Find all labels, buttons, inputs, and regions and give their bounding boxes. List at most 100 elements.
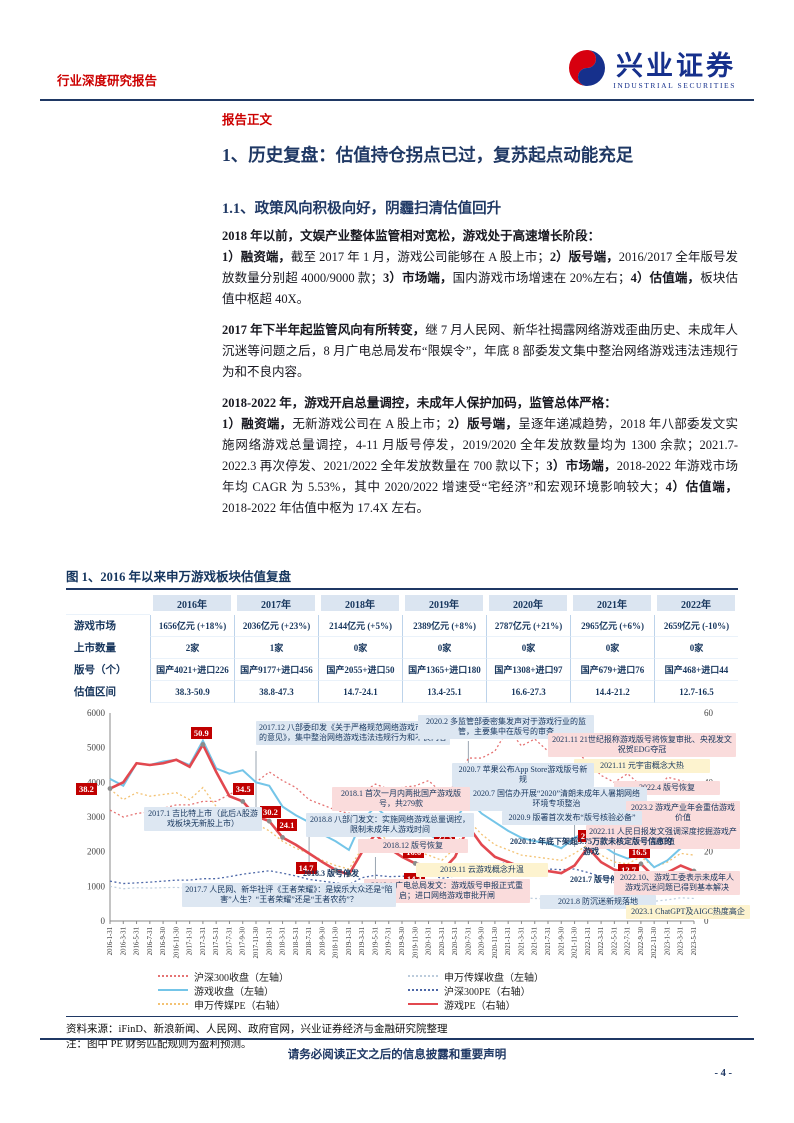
svg-text:2021-1-31: 2021-1-31 — [505, 927, 512, 955]
table-cell: 0家 — [318, 637, 402, 659]
legend-line-swatch — [158, 975, 188, 977]
legend-line-swatch — [158, 1003, 188, 1005]
table-year-header: 2016年 — [153, 595, 231, 611]
body-paragraphs: 2018 年以前，文娱产业整体监管相对宽松，游戏处于高速增长阶段： 1）融资端，截… — [222, 226, 738, 529]
svg-text:2017-5-31: 2017-5-31 — [213, 927, 220, 955]
legend-label: 申万传媒PE（右轴） — [194, 1000, 286, 1012]
brand-name-cn: 兴业证券 — [616, 51, 736, 81]
table-cell: 2家 — [150, 637, 234, 659]
svg-text:2020-5-31: 2020-5-31 — [452, 927, 459, 955]
legend-line-swatch — [158, 989, 188, 991]
table-cell: 2965亿元 (+6%) — [570, 615, 654, 637]
series-申万传媒PE（右轴） — [109, 786, 695, 870]
table-cell: 国产468+进口44 — [654, 659, 738, 681]
svg-text:2018-11-30: 2018-11-30 — [333, 926, 340, 958]
table-cell: 38.3-50.9 — [150, 681, 234, 703]
svg-text:2022-7-31: 2022-7-31 — [625, 927, 632, 955]
valuation-review-chart: 0100020003000400050006000010203040506020… — [66, 707, 750, 965]
chart-annotation: 2020.9 版署首次发布“版号核验必备” — [502, 811, 642, 825]
chart-annotation: 2021.11 元宇宙概念大热 — [574, 759, 710, 773]
chart-annotation: 2018.12 版号恢复 — [358, 839, 468, 853]
table-cell: 1656亿元 (+18%) — [150, 615, 234, 637]
svg-text:2022-3-31: 2022-3-31 — [598, 927, 605, 955]
legend-label: 游戏PE（右轴） — [444, 1000, 516, 1012]
table-cell: 0家 — [402, 637, 486, 659]
legend-item: 沪深300PE（右轴） — [408, 983, 658, 998]
svg-text:2018-7-31: 2018-7-31 — [306, 927, 313, 955]
section-label: 报告正文 — [222, 113, 273, 127]
table-cell: 国产679+进口76 — [570, 659, 654, 681]
svg-text:2019-11-30: 2019-11-30 — [412, 926, 419, 958]
table-cell: 1家 — [234, 637, 318, 659]
chart-annotation: 2020.7 苹果公布App Store游戏版号新规 — [452, 763, 594, 787]
svg-text:2000: 2000 — [87, 847, 106, 857]
svg-text:2018-3-31: 2018-3-31 — [280, 927, 287, 955]
pe-value-label: 30.2 — [260, 806, 281, 819]
table-cell: 国产1365+进口180 — [402, 659, 486, 681]
legend-item: 游戏收盘（左轴） — [158, 983, 408, 998]
chart-annotation: 2018.1 首次一月内两批国产游戏版号，共279款 — [332, 787, 470, 811]
report-type-label: 行业深度研究报告 — [57, 74, 158, 88]
table-cell: 13.4-25.1 — [402, 681, 486, 703]
svg-text:2019-1-31: 2019-1-31 — [346, 927, 353, 955]
paragraph: 2017 年下半年起监管风向有所转变，继 7 月人民网、新华社揭露网络游戏歪曲历… — [222, 323, 738, 379]
svg-text:2020-3-31: 2020-3-31 — [439, 927, 446, 955]
svg-text:2018-9-30: 2018-9-30 — [319, 926, 326, 955]
svg-text:2023-1-31: 2023-1-31 — [664, 927, 671, 955]
svg-text:2019-7-31: 2019-7-31 — [386, 927, 393, 955]
table-cell: 国产4021+进口226 — [150, 659, 234, 681]
svg-text:2016-3-31: 2016-3-31 — [120, 927, 127, 955]
svg-text:2022-1-31: 2022-1-31 — [585, 927, 592, 955]
chart-annotation: 2020.12 年底下架超3.75万款未核定版号信息的游戏 — [510, 837, 672, 856]
svg-text:20: 20 — [704, 847, 714, 857]
table-row-label: 估值区间 — [74, 687, 116, 698]
svg-text:2017-3-31: 2017-3-31 — [200, 927, 207, 955]
svg-text:2021-3-31: 2021-3-31 — [518, 927, 525, 955]
chart-annotation: 2017.1 吉比特上市（此后A股游戏板块无新股上市） — [144, 807, 262, 831]
legend-item: 申万传媒收盘（左轴） — [408, 969, 658, 984]
pe-value-label: 38.2 — [76, 782, 97, 795]
svg-text:2020-1-31: 2020-1-31 — [426, 927, 433, 955]
legend-item: 申万传媒PE（右轴） — [158, 997, 408, 1012]
table-row-label: 上市数量 — [74, 643, 116, 654]
svg-text:1000: 1000 — [87, 881, 106, 891]
chart-annotation: 2017.7 人民网、新华社评《王者荣耀》：是娱乐大众还是“陷害”人生？“王者荣… — [182, 883, 396, 907]
svg-text:2016-1-31: 2016-1-31 — [107, 927, 114, 955]
chart-annotation: 2021.11 21世纪报称游戏版号将恢复审批、央视发文祝贺EDG夺冠 — [548, 733, 736, 757]
svg-text:6000: 6000 — [87, 708, 106, 718]
svg-text:2021-7-31: 2021-7-31 — [545, 927, 552, 955]
chart-annotation: 2017.12 八部委印发《关于严格规范网络游戏市场管理的意见》，集中整治网络游… — [256, 721, 450, 745]
svg-text:2019-3-31: 2019-3-31 — [359, 927, 366, 955]
table-year-header: 2018年 — [321, 595, 399, 611]
source-note: 资料来源：iFinD、新浪新闻、人民网、政府官网，兴业证券经济与金融研究院整理 — [66, 1024, 448, 1035]
table-cell: 14.7-24.1 — [318, 681, 402, 703]
footer-divider — [40, 1038, 754, 1040]
legend-label: 沪深300收盘（左轴） — [194, 972, 289, 984]
svg-text:0: 0 — [704, 916, 709, 926]
disclaimer-text: 请务必阅读正文之后的信息披露和重要声明 — [287, 1049, 507, 1061]
chart-annotation: 2022.10、游戏工委表示未成年人游戏沉迷问题已得到基本解决 — [614, 871, 740, 895]
svg-text:2016-9-30: 2016-9-30 — [160, 926, 167, 955]
svg-text:2017-7-31: 2017-7-31 — [226, 927, 233, 955]
page-number: - 4 - — [714, 1068, 733, 1079]
pe-value-label: 34.5 — [232, 783, 254, 796]
figure-bottom-divider — [66, 1016, 738, 1017]
pe-note: 注：图中 PE 财务匹配规则为盈利预测。 — [66, 1039, 252, 1050]
legend-label: 游戏收盘（左轴） — [194, 986, 274, 998]
svg-text:2018-5-31: 2018-5-31 — [293, 927, 300, 955]
svg-text:2022-5-31: 2022-5-31 — [611, 927, 618, 955]
table-corner — [66, 593, 150, 615]
table-cell: 2659亿元 (-10%) — [654, 615, 738, 637]
svg-text:2018-1-31: 2018-1-31 — [266, 927, 273, 955]
svg-text:2021-11-30: 2021-11-30 — [572, 926, 579, 958]
svg-text:0: 0 — [101, 916, 106, 926]
svg-text:2016-5-31: 2016-5-31 — [134, 927, 141, 955]
svg-text:2020-7-31: 2020-7-31 — [465, 927, 472, 955]
brand-name-en: INDUSTRIAL SECURITIES — [613, 81, 736, 90]
paragraph: 2018 年以前，文娱产业整体监管相对宽松，游戏处于高速增长阶段： 1）融资端，截… — [222, 229, 738, 306]
svg-text:3000: 3000 — [87, 812, 106, 822]
table-cell: 0家 — [486, 637, 570, 659]
svg-text:2017-9-30: 2017-9-30 — [240, 926, 247, 955]
legend-line-swatch — [408, 1003, 438, 1005]
